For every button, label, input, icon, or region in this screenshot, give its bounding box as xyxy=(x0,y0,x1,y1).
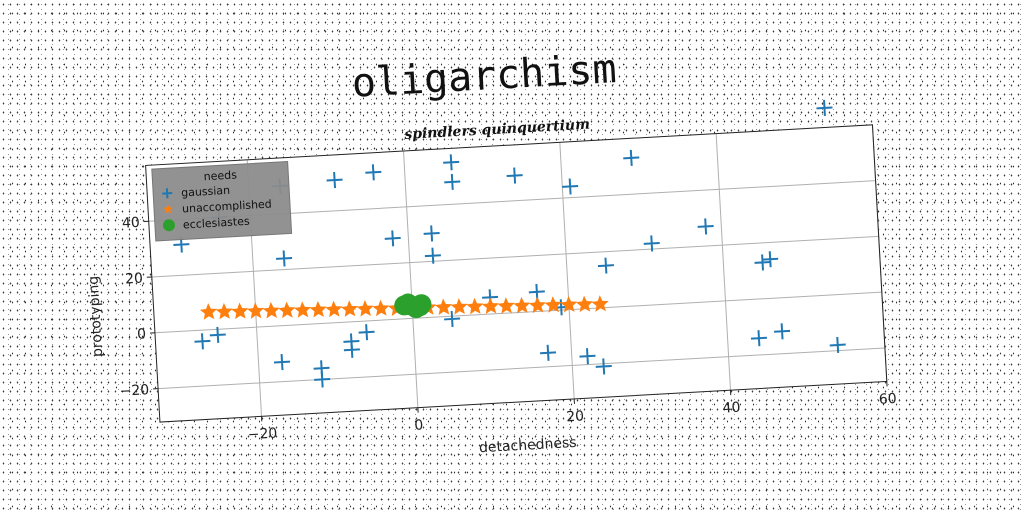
x-tick-label: 60 xyxy=(878,391,897,408)
unaccomplished-point xyxy=(309,300,327,318)
unaccomplished-point xyxy=(481,297,500,315)
legend-title: needs xyxy=(203,168,237,183)
gaussian-point xyxy=(358,324,375,341)
y-gridline xyxy=(151,235,879,278)
x-gridline xyxy=(403,151,419,408)
unaccomplished-point xyxy=(372,299,390,317)
unaccomplished-point xyxy=(544,296,562,313)
gaussian-point xyxy=(697,218,714,235)
y-tick-label: 20 xyxy=(125,271,144,288)
unaccomplished-point xyxy=(450,298,468,315)
main-title: oligarchism xyxy=(351,46,618,107)
unaccomplished-point xyxy=(246,302,265,319)
gaussian-point xyxy=(597,257,614,274)
legend-entry-gaussian: gaussian xyxy=(181,184,231,200)
unaccomplished-point xyxy=(591,295,609,312)
ecclesiastes-point xyxy=(411,294,432,315)
unaccomplished-point xyxy=(262,301,280,319)
gaussian-point xyxy=(774,323,791,340)
gaussian-point xyxy=(343,341,360,358)
plot-frame xyxy=(145,124,888,423)
gaussian-point xyxy=(384,230,401,247)
unaccomplished-point xyxy=(293,301,312,318)
gaussian-point xyxy=(209,326,226,343)
gaussian-point xyxy=(365,164,382,181)
gaussian-point xyxy=(314,371,331,388)
gaussian-point xyxy=(829,336,846,354)
unaccomplished-point xyxy=(199,303,218,320)
gaussian-point xyxy=(506,167,523,184)
gaussian-point xyxy=(276,250,293,267)
y-gridline xyxy=(158,347,885,390)
unaccomplished-point xyxy=(325,300,343,318)
y-tick-label: 0 xyxy=(137,326,147,342)
unaccomplished-point xyxy=(340,300,359,317)
gaussian-point xyxy=(326,172,343,189)
gaussian-point xyxy=(762,251,779,268)
x-gridline xyxy=(715,133,731,391)
x-tick-label: 20 xyxy=(566,408,585,425)
gaussian-point xyxy=(750,330,767,347)
unaccomplished-point xyxy=(575,295,593,313)
x-axis-label: detachedness xyxy=(479,435,577,456)
legend-marker-ecclesiastes xyxy=(162,219,175,232)
gaussian-point xyxy=(816,99,833,116)
x-tick-label: −20 xyxy=(247,426,277,444)
gaussian-point xyxy=(562,178,579,195)
legend-marker-unaccomplished xyxy=(163,204,173,214)
gaussian-point xyxy=(444,173,461,190)
x-tick-label: 40 xyxy=(722,400,741,417)
gaussian-point xyxy=(194,333,211,350)
gaussian-point xyxy=(443,154,460,171)
unaccomplished-point xyxy=(466,297,484,315)
gaussian-point xyxy=(540,344,557,361)
unaccomplished-point xyxy=(497,297,515,314)
gaussian-point xyxy=(754,254,771,271)
unaccomplished-point xyxy=(215,302,233,320)
unaccomplished-point xyxy=(560,295,578,313)
unaccomplished-point xyxy=(231,302,249,320)
gaussian-point xyxy=(424,247,441,264)
y-axis-label: prototyping xyxy=(86,275,107,357)
legend-marker-gaussian xyxy=(162,188,173,199)
gaussian-point xyxy=(643,235,660,252)
unaccomplished-point xyxy=(434,298,453,316)
x-gridline xyxy=(559,142,575,399)
legend-entry-ecclesiastes: ecclesiastes xyxy=(183,215,251,232)
gaussian-point xyxy=(423,225,440,242)
legend-entry-unaccomplished: unaccomplished xyxy=(182,197,272,215)
unaccomplished-point xyxy=(356,300,374,317)
y-tick-label: −20 xyxy=(119,382,149,400)
unaccomplished-point xyxy=(513,296,531,314)
gaussian-point xyxy=(595,358,612,375)
gaussian-point xyxy=(444,310,461,328)
series-ecclesiastes xyxy=(394,293,432,319)
x-tick-label: 0 xyxy=(414,417,424,433)
chart-subtitle: spindlers quinquertium xyxy=(404,117,590,143)
plot-area: −20 0 20 40 60 −20 0 20 40 needsgaussianunaccompl… xyxy=(119,99,897,444)
legend-box xyxy=(151,160,293,242)
unaccomplished-point xyxy=(278,301,296,319)
gaussian-point xyxy=(623,149,640,166)
unaccomplished-point xyxy=(528,296,546,314)
gaussian-point xyxy=(579,348,596,365)
gaussian-point xyxy=(273,354,291,371)
y-tick-label: 40 xyxy=(122,215,141,232)
plot-background xyxy=(145,124,887,423)
